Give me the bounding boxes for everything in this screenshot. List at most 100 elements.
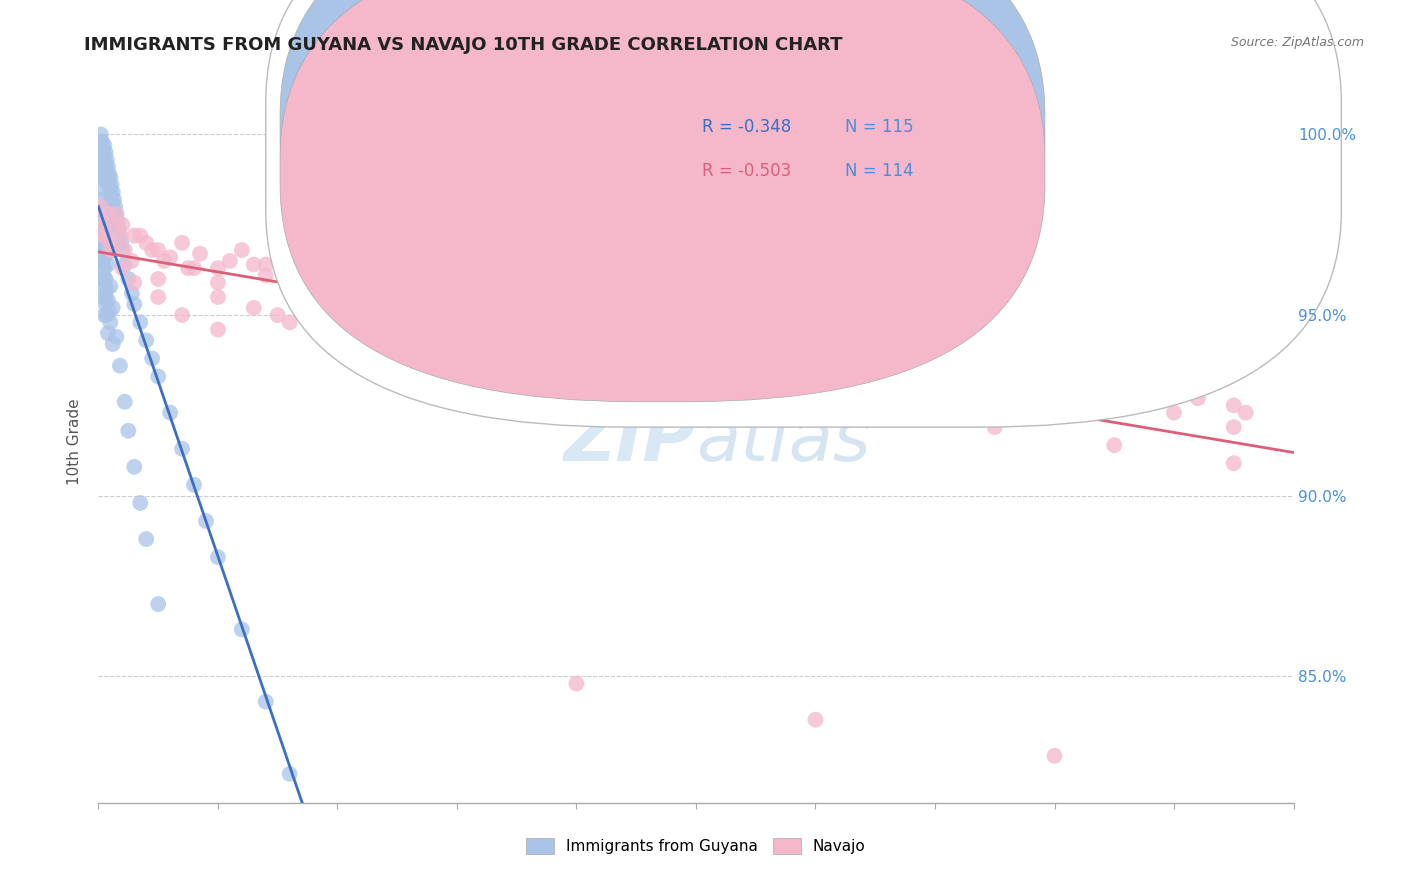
- Point: [1234, 406, 1257, 420]
- Point: [98, 170, 122, 185]
- Text: N = 115: N = 115: [845, 119, 914, 136]
- Point: [159, 406, 181, 420]
- Point: [231, 243, 253, 257]
- Point: [685, 355, 707, 369]
- Point: [995, 366, 1018, 380]
- Point: [1104, 391, 1126, 405]
- Point: [121, 286, 143, 301]
- Point: [103, 193, 125, 207]
- Point: [91, 163, 114, 178]
- Point: [97, 170, 120, 185]
- Point: [98, 304, 121, 318]
- Point: [422, 258, 444, 272]
- Point: [756, 315, 779, 329]
- Point: [94, 272, 117, 286]
- Point: [924, 359, 946, 373]
- Point: [91, 272, 114, 286]
- Point: [110, 235, 132, 250]
- Point: [745, 337, 768, 351]
- Point: [90, 218, 112, 232]
- Point: [648, 318, 672, 333]
- Point: [326, 326, 349, 340]
- Point: [98, 235, 122, 250]
- Point: [172, 442, 194, 456]
- Point: [89, 153, 111, 167]
- Text: atlas: atlas: [696, 407, 870, 476]
- Point: [1043, 376, 1066, 391]
- Point: [1223, 398, 1246, 412]
- Point: [385, 279, 409, 293]
- Point: [804, 344, 827, 359]
- Point: [90, 163, 112, 178]
- Point: [709, 315, 731, 329]
- Point: [111, 243, 134, 257]
- Point: [172, 308, 194, 322]
- Point: [1104, 438, 1126, 452]
- Point: [219, 253, 242, 268]
- Point: [756, 330, 779, 344]
- Point: [105, 207, 128, 221]
- Point: [97, 207, 120, 221]
- Point: [1091, 362, 1114, 376]
- Point: [231, 623, 253, 637]
- Point: [422, 315, 444, 329]
- Point: [91, 170, 114, 185]
- Point: [278, 315, 301, 329]
- Point: [91, 239, 114, 253]
- Point: [865, 344, 887, 359]
- Point: [172, 235, 194, 250]
- Y-axis label: 10th Grade: 10th Grade: [67, 398, 83, 485]
- Point: [1043, 355, 1066, 369]
- Point: [865, 402, 887, 417]
- Point: [302, 839, 325, 854]
- Point: [105, 207, 128, 221]
- Point: [91, 253, 114, 268]
- Point: [517, 290, 540, 304]
- Point: [188, 246, 211, 260]
- Point: [148, 243, 170, 257]
- Point: [434, 293, 457, 308]
- Point: [1043, 748, 1066, 763]
- Point: [129, 315, 152, 329]
- Point: [89, 235, 111, 250]
- Point: [97, 160, 120, 174]
- Point: [97, 326, 120, 340]
- Point: [1163, 406, 1185, 420]
- Point: [93, 160, 115, 174]
- Point: [105, 218, 128, 232]
- Point: [107, 221, 129, 235]
- Point: [91, 142, 114, 156]
- Point: [291, 283, 314, 297]
- Point: [207, 276, 229, 290]
- Point: [91, 290, 114, 304]
- Point: [177, 261, 200, 276]
- Point: [804, 351, 827, 366]
- Point: [114, 258, 136, 272]
- Point: [326, 286, 349, 301]
- Point: [97, 293, 120, 308]
- Point: [852, 359, 875, 373]
- Point: [93, 228, 115, 243]
- Point: [124, 276, 146, 290]
- Point: [1043, 380, 1066, 394]
- Point: [91, 214, 114, 228]
- Point: [93, 308, 115, 322]
- Point: [94, 145, 117, 160]
- Point: [589, 304, 612, 318]
- Point: [254, 268, 277, 283]
- Point: [637, 341, 659, 355]
- Point: [93, 149, 115, 163]
- Point: [195, 514, 218, 528]
- Point: [108, 228, 131, 243]
- Point: [93, 170, 115, 185]
- Point: [114, 394, 136, 409]
- Point: [90, 142, 112, 156]
- Point: [105, 218, 128, 232]
- Point: [385, 279, 409, 293]
- Point: [470, 279, 492, 293]
- Point: [278, 272, 301, 286]
- Point: [446, 330, 468, 344]
- Point: [94, 235, 117, 250]
- Text: R = -0.503: R = -0.503: [702, 161, 792, 179]
- Point: [114, 243, 136, 257]
